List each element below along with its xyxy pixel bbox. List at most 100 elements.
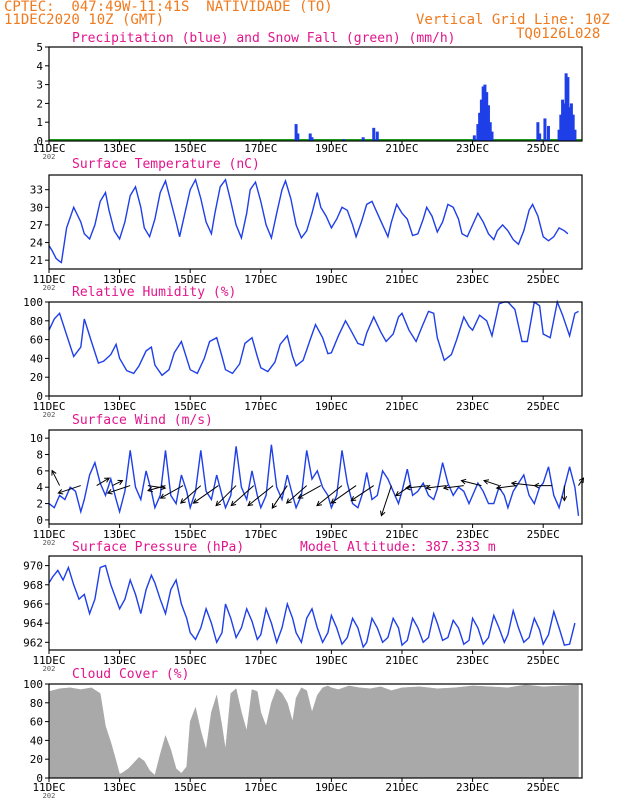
x-tick-label: 11DEC	[32, 273, 65, 286]
x-tick-label: 25DEC	[527, 273, 560, 286]
y-tick-label: 6	[36, 465, 43, 478]
x-tick-label: 25DEC	[527, 142, 560, 155]
header-model-code: TQ0126L028	[516, 26, 601, 42]
y-tick-label: 27	[30, 219, 43, 232]
wind-vector	[426, 485, 447, 489]
temp-title: Surface Temperature (nC)	[72, 157, 260, 172]
wind-frame	[48, 429, 583, 525]
x-tick-label: 21DEC	[385, 142, 418, 155]
wind-vector	[578, 477, 584, 486]
x-tick-label: 25DEC	[527, 528, 560, 541]
wind-vector-head	[230, 500, 237, 507]
x-tick-label: 21DEC	[385, 528, 418, 541]
wind-vector-head	[159, 493, 166, 499]
precip-bar	[562, 103, 566, 141]
y-tick-label: 33	[30, 184, 43, 197]
precip-bar	[543, 118, 547, 141]
cloud-frame	[48, 683, 583, 779]
x-tick-label: 11DEC	[32, 142, 65, 155]
wind-vector	[395, 485, 412, 496]
wind-vector-head	[495, 484, 502, 491]
panel-pres	[45, 555, 583, 654]
precip-bar	[557, 129, 561, 141]
wind-vector-head	[271, 503, 277, 509]
precip-bar	[476, 124, 480, 141]
panel-wind	[45, 429, 585, 528]
y-tick-label: 10	[30, 432, 43, 445]
y-tick-label: 964	[23, 617, 43, 630]
y-tick-label: 970	[23, 560, 43, 573]
wind-vector-head	[51, 469, 57, 476]
wind-vector-head	[404, 484, 411, 491]
x-tick-label: 13DEC	[103, 273, 136, 286]
x-year-fragment: 202	[43, 792, 56, 800]
precip-bar	[569, 103, 573, 141]
x-tick-label: 19DEC	[315, 273, 348, 286]
x-tick-label: 15DEC	[174, 528, 207, 541]
x-tick-label: 23DEC	[456, 781, 489, 794]
y-tick-label: 40	[30, 734, 43, 747]
wind-vector-head	[57, 489, 64, 495]
precip-bar	[483, 84, 487, 141]
x-tick-label: 15DEC	[174, 142, 207, 155]
wind-vector-head	[180, 498, 186, 504]
wind-vector	[511, 482, 535, 487]
y-tick-label: 0	[36, 772, 43, 785]
wind-vector	[51, 470, 61, 486]
wind-vector	[215, 485, 237, 506]
pres-title: Surface Pressure (hPa)	[72, 540, 244, 555]
temp-series-line	[48, 177, 569, 264]
wind-vector	[193, 485, 219, 504]
wind-vector	[180, 485, 202, 504]
x-tick-label: 17DEC	[244, 528, 277, 541]
x-tick-label: 23DEC	[456, 142, 489, 155]
x-tick-label: 21DEC	[385, 654, 418, 667]
y-tick-label: 24	[30, 237, 44, 250]
model-altitude-label: Model Altitude: 387.333 m	[300, 540, 496, 555]
precip-bar	[538, 133, 542, 141]
precip-bar	[561, 99, 565, 141]
x-tick-label: 11DEC	[32, 781, 65, 794]
wind-vector	[350, 485, 375, 501]
y-tick-label: 20	[30, 753, 43, 766]
wind-vector	[380, 485, 392, 516]
wind-vector	[461, 480, 482, 487]
wind-vector	[107, 485, 131, 494]
cloud-title: Cloud Cover (%)	[72, 667, 189, 682]
y-tick-label: 966	[23, 598, 43, 611]
precip-bar	[566, 77, 570, 141]
x-tick-label: 15DEC	[174, 400, 207, 413]
x-tick-label: 19DEC	[315, 781, 348, 794]
wind-vector-head	[578, 477, 585, 484]
precip-bar	[536, 122, 540, 141]
wind-vector-head	[510, 480, 517, 487]
wind-vector-head	[350, 495, 357, 502]
wind-vector-head	[247, 500, 254, 507]
precip-bar	[490, 131, 494, 141]
wind-vector	[298, 485, 322, 499]
wind-vector-head	[147, 486, 154, 493]
wind-vector-head	[316, 500, 322, 507]
precip-bar	[294, 124, 298, 141]
precip-bar	[310, 137, 314, 141]
panel-cloud	[45, 683, 583, 782]
precip-bar	[342, 139, 346, 141]
precip-bar	[479, 99, 483, 141]
x-tick-label: 19DEC	[315, 142, 348, 155]
wind-vector-head	[215, 500, 222, 507]
panel-rh	[45, 299, 583, 400]
y-tick-label: 2	[36, 498, 43, 511]
panel-temp	[45, 174, 583, 273]
x-tick-label: 15DEC	[174, 654, 207, 667]
wind-vector-head	[561, 495, 568, 502]
y-tick-label: 80	[30, 315, 43, 328]
wind-vector-head	[106, 489, 113, 495]
x-year-fragment: 202	[43, 665, 56, 673]
cloud-cover-area	[48, 684, 579, 779]
precip-bar	[308, 133, 312, 141]
wind-vector	[147, 485, 166, 492]
wind-vector-head	[380, 510, 386, 517]
x-tick-label: 11DEC	[32, 400, 65, 413]
wind-vector	[286, 485, 308, 504]
precip-title: Precipitation (blue) and Snow Fall (gree…	[72, 31, 456, 46]
